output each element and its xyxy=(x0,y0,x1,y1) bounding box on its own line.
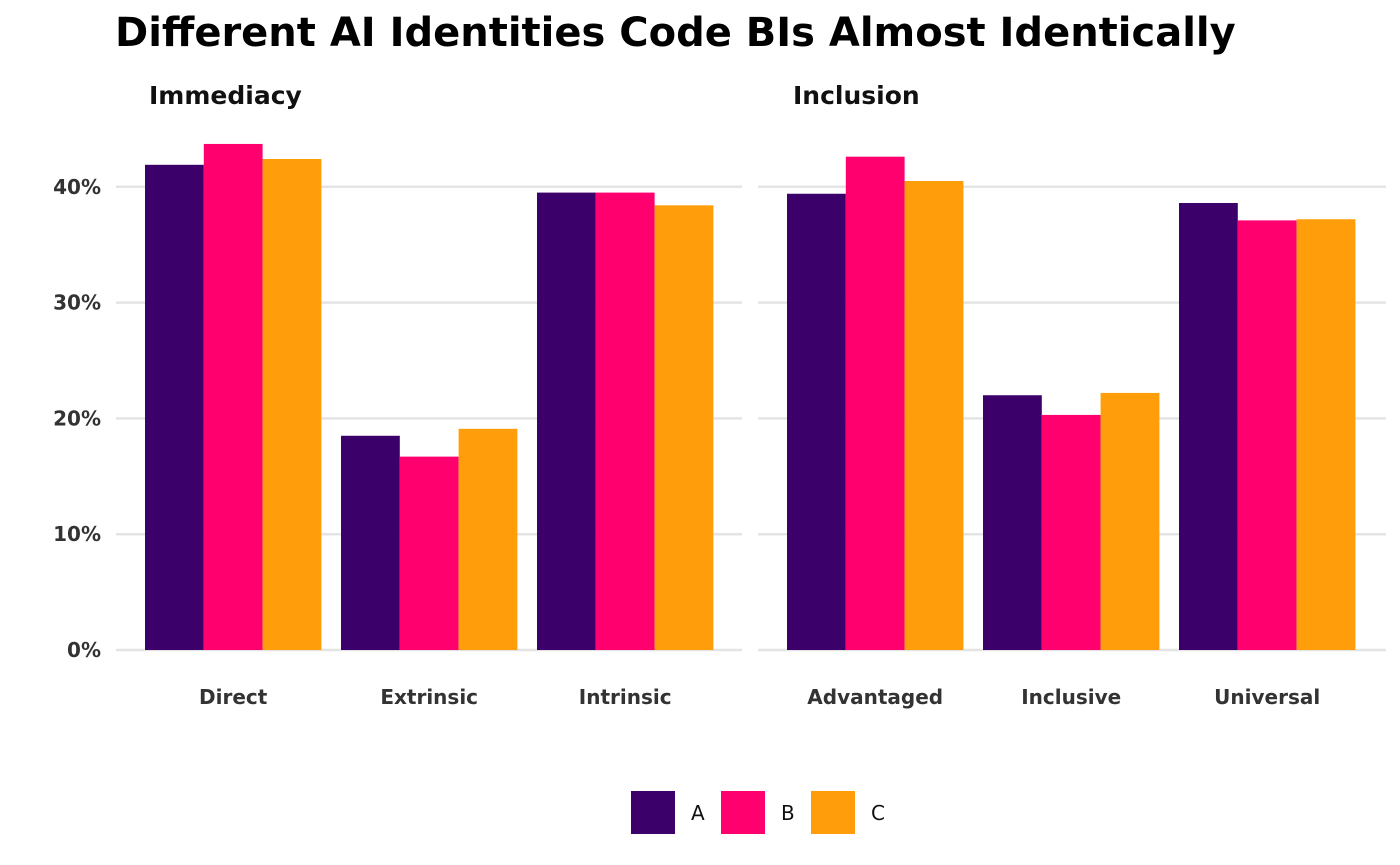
bar-immediacy-direct-b xyxy=(203,143,263,651)
y-axis: 0% 10% 20% 30% 40% xyxy=(53,175,101,662)
bar-immediacy-extrinsic-c xyxy=(458,428,518,650)
panel-inclusion: Inclusion Advantaged Inclusive Universal xyxy=(758,81,1386,709)
bar-immediacy-intrinsic-c xyxy=(654,205,714,650)
bar-immediacy-intrinsic-a xyxy=(537,192,596,650)
y-tick-label: 30% xyxy=(53,291,101,315)
bar-inclusion-advantaged-b xyxy=(845,156,905,650)
y-tick-label: 20% xyxy=(53,406,101,430)
bar-inclusion-universal-b xyxy=(1237,220,1297,650)
y-tick-label: 0% xyxy=(67,638,101,662)
legend: A B C xyxy=(631,791,885,834)
x-tick-label-direct: Direct xyxy=(199,685,268,709)
legend-swatch-b xyxy=(721,791,765,834)
legend-swatch-a xyxy=(631,791,675,834)
bar-inclusion-inclusive-c xyxy=(1100,392,1160,650)
y-tick-label: 10% xyxy=(53,522,101,546)
bar-immediacy-extrinsic-a xyxy=(341,435,400,650)
chart-title: Different AI Identities Code BIs Almost … xyxy=(115,10,1236,56)
panel-title-inclusion: Inclusion xyxy=(793,81,920,110)
panel-immediacy: Immediacy Direct Extrinsic Intrinsic xyxy=(116,81,742,709)
bar-immediacy-extrinsic-b xyxy=(399,456,459,650)
x-tick-label-intrinsic: Intrinsic xyxy=(579,685,672,709)
legend-label-c: C xyxy=(871,801,885,825)
legend-swatch-c xyxy=(811,791,855,834)
bar-immediacy-direct-c xyxy=(262,159,322,650)
bar-inclusion-universal-c xyxy=(1296,219,1356,650)
legend-label-a: A xyxy=(691,801,705,825)
x-tick-label-advantaged: Advantaged xyxy=(807,685,943,709)
bar-immediacy-intrinsic-b xyxy=(595,192,655,650)
panel-title-immediacy: Immediacy xyxy=(149,81,302,110)
bar-inclusion-universal-a xyxy=(1179,203,1238,650)
x-tick-label-universal: Universal xyxy=(1214,685,1320,709)
x-tick-label-extrinsic: Extrinsic xyxy=(380,685,478,709)
y-tick-label: 40% xyxy=(53,175,101,199)
bar-inclusion-inclusive-a xyxy=(983,395,1042,650)
bar-inclusion-inclusive-b xyxy=(1041,414,1101,650)
bar-inclusion-advantaged-a xyxy=(787,193,846,651)
bar-immediacy-direct-a xyxy=(145,164,204,650)
x-tick-label-inclusive: Inclusive xyxy=(1021,685,1121,709)
legend-label-b: B xyxy=(781,801,795,825)
bar-inclusion-advantaged-c xyxy=(904,181,964,650)
